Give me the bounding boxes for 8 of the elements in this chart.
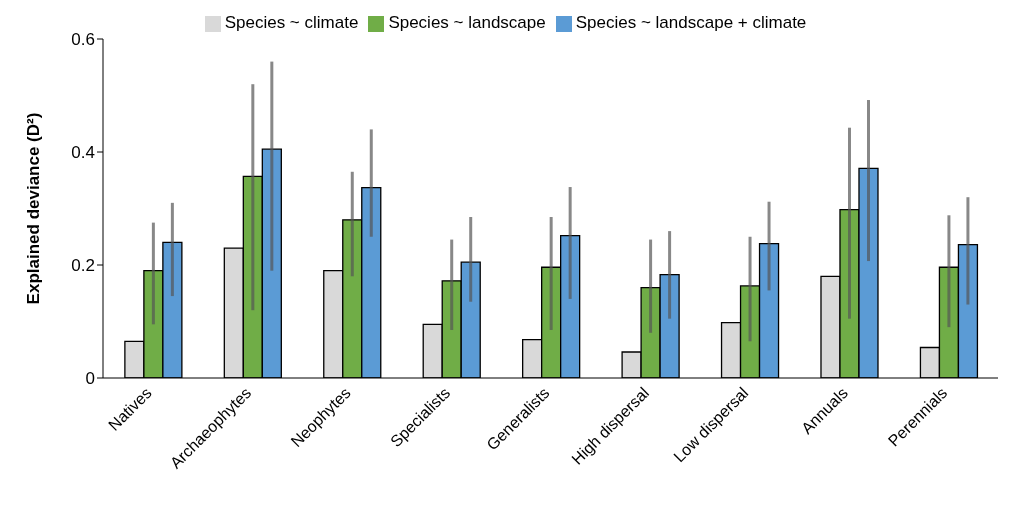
- legend-label: Species ~ climate: [224, 13, 359, 32]
- legend-label: Species ~ landscape: [388, 13, 546, 32]
- y-tick-label: 0.6: [71, 30, 95, 50]
- y-tick-label: 0.4: [71, 143, 95, 163]
- y-tick-label: 0: [85, 369, 95, 389]
- legend-label: Species ~ landscape + climate: [575, 13, 807, 32]
- y-axis-title: Explained deviance (D²): [24, 112, 44, 305]
- y-tick-label: 0.2: [71, 256, 95, 276]
